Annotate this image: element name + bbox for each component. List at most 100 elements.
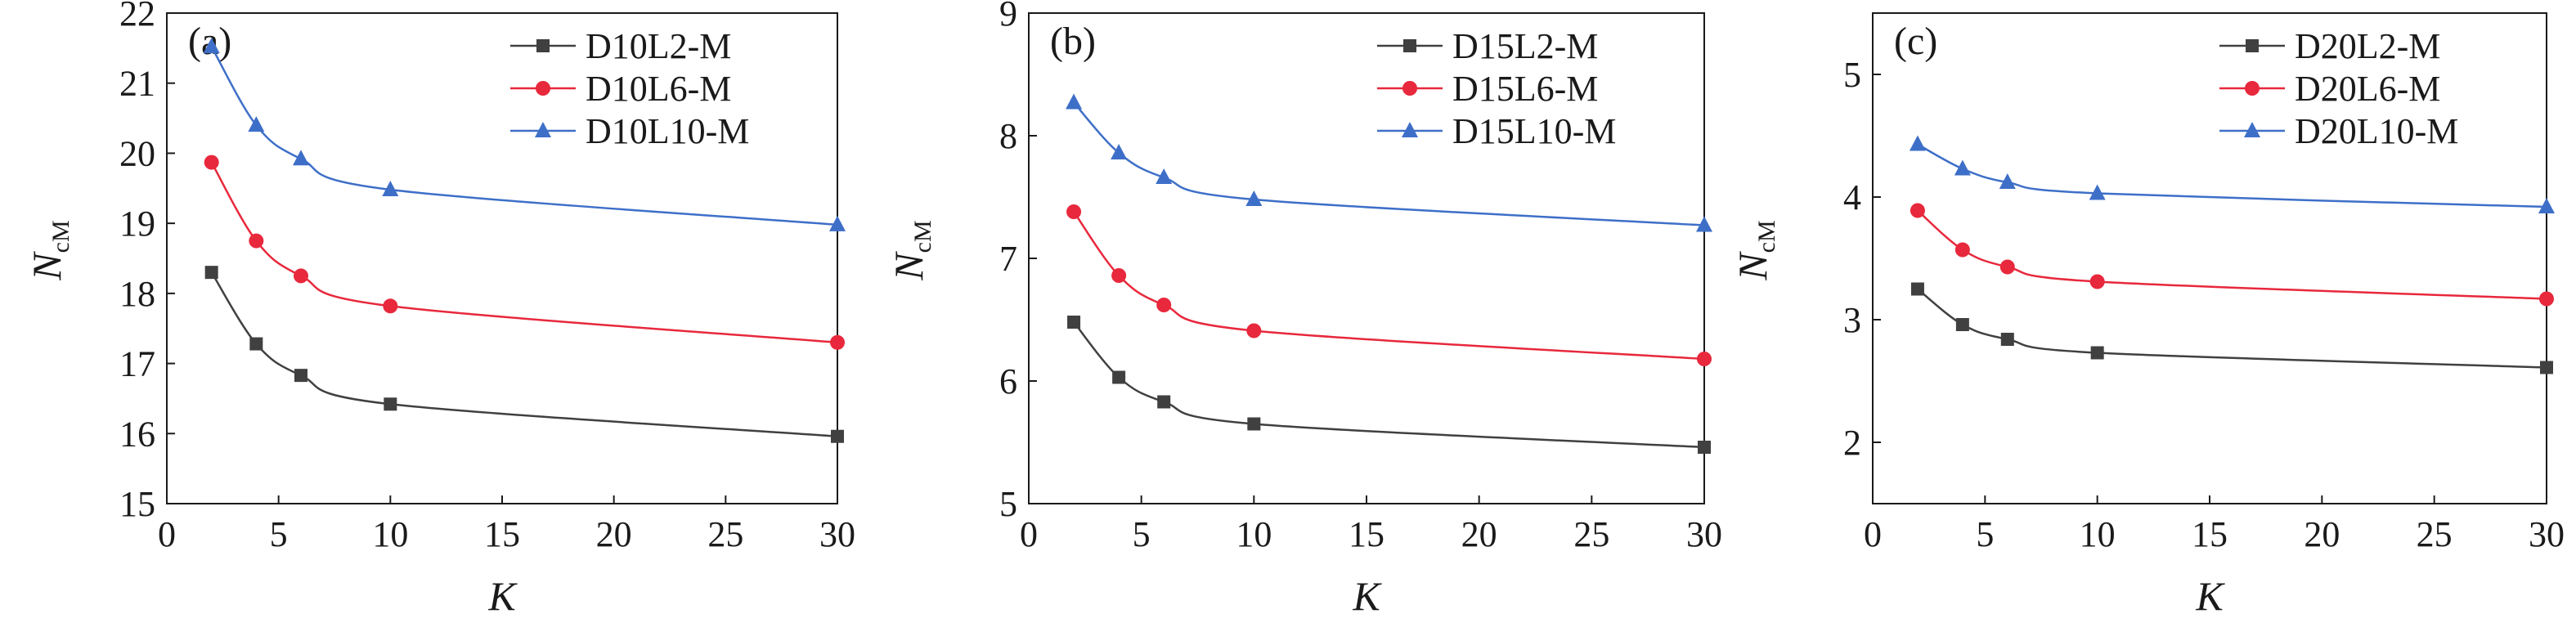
x-tick-label: 15 (1349, 514, 1384, 554)
x-tick-label: 30 (819, 514, 855, 554)
series-D15L10-M (1066, 93, 1712, 232)
x-tick-label: 10 (2080, 514, 2116, 554)
y-tick-label: 9 (999, 0, 1017, 34)
panel-label: (b) (1050, 20, 1096, 63)
data-point (2089, 274, 2105, 289)
data-point (1698, 441, 1711, 454)
data-point (829, 215, 846, 231)
legend-marker (536, 81, 550, 96)
legend-label: D10L10-M (586, 111, 749, 151)
x-axis-title: K (2195, 573, 2225, 619)
series-line (1917, 209, 2547, 300)
y-tick-label: 5 (999, 484, 1017, 524)
data-point (383, 298, 398, 314)
data-point (830, 334, 845, 350)
legend-marker (2245, 81, 2260, 96)
series-D15L6-M (1066, 204, 1712, 366)
x-tick-label: 5 (1133, 514, 1151, 554)
data-point (384, 397, 397, 411)
data-point (1999, 259, 2015, 275)
y-axis-title: NcM (1730, 220, 1780, 280)
x-tick-label: 5 (270, 514, 288, 554)
data-point (249, 337, 263, 351)
series-D10L6-M (204, 155, 845, 350)
data-point (1111, 268, 1127, 283)
data-point (294, 369, 307, 383)
data-point (1910, 203, 1925, 218)
data-point (1156, 298, 1172, 312)
data-point (2089, 184, 2106, 200)
data-point (1067, 316, 1081, 329)
x-tick-label: 25 (2417, 514, 2453, 554)
x-tick-label: 0 (158, 514, 176, 554)
data-point (204, 266, 218, 280)
series-D20L6-M (1910, 203, 2554, 307)
legend-label: D15L6-M (1452, 69, 1598, 109)
y-axis-title: NcM (24, 220, 74, 280)
series-D15L2-M (1067, 316, 1711, 454)
series-line (1917, 288, 2547, 369)
data-point (1157, 395, 1171, 409)
chart-panel-3: 0 5 10 15 20 25 30 2 3 4 5 K NcM (c) D20L2-MD20L6-MD20… (1730, 12, 2565, 619)
data-point (1954, 159, 1971, 176)
data-point (1909, 135, 1926, 151)
y-tick-label: 22 (119, 0, 155, 34)
series-D20L10-M (1909, 135, 2555, 213)
y-tick-label: 21 (119, 64, 155, 104)
y-axis-title-subscript: cM (47, 220, 74, 253)
legend-label: D10L2-M (586, 26, 731, 66)
series-D10L10-M (203, 38, 846, 231)
legend-label: D20L6-M (2295, 69, 2440, 109)
x-tick-label: 15 (484, 514, 520, 554)
legend-marker (1402, 122, 1418, 137)
chart-panel-1: 0510152025301516171819202122KNcM(a)D10L2… (24, 0, 855, 619)
data-point (248, 116, 265, 132)
x-tick-label: 30 (2529, 514, 2565, 554)
legend-marker (2244, 122, 2260, 137)
y-tick-label: 20 (119, 133, 155, 173)
series-line (1917, 143, 2547, 208)
y-tick-label: 3 (1843, 300, 1861, 340)
data-point (293, 150, 309, 166)
x-axis-title: K (487, 573, 518, 619)
legend-label: D20L10-M (2295, 111, 2458, 151)
data-point (1247, 417, 1261, 431)
y-tick-label: 15 (119, 484, 155, 524)
x-tick-label: 0 (1864, 514, 1882, 554)
data-point (2538, 198, 2555, 213)
x-tick-label: 20 (1461, 514, 1497, 554)
data-point (1999, 173, 2016, 189)
data-point (2000, 333, 2014, 346)
x-tick-label: 0 (1020, 514, 1038, 554)
data-point (1954, 242, 1970, 258)
y-tick-label: 18 (119, 274, 155, 314)
data-point (203, 38, 220, 54)
y-axis-title-subscript: cM (1753, 220, 1780, 253)
legend-label: D10L6-M (586, 69, 731, 109)
x-tick-label: 30 (1686, 514, 1722, 554)
data-point (1245, 190, 1263, 206)
series-line (210, 271, 838, 437)
data-point (1910, 282, 1924, 296)
data-point (204, 155, 219, 170)
legend-marker (1402, 81, 1417, 96)
data-point (1112, 370, 1126, 384)
x-tick-label: 15 (2192, 514, 2228, 554)
y-tick-label: 17 (119, 344, 155, 384)
data-point (249, 233, 264, 249)
series-D20L2-M (1910, 282, 2553, 374)
legend-marker (2246, 39, 2259, 52)
legend-label: D15L2-M (1452, 26, 1598, 66)
series-D10L2-M (204, 266, 844, 443)
data-point (1111, 144, 1128, 159)
legend-marker (1403, 39, 1416, 52)
data-point (1066, 93, 1083, 110)
series-line (210, 161, 838, 344)
y-tick-label: 8 (999, 116, 1017, 156)
data-point (1246, 323, 1262, 338)
legend-marker (536, 39, 550, 52)
